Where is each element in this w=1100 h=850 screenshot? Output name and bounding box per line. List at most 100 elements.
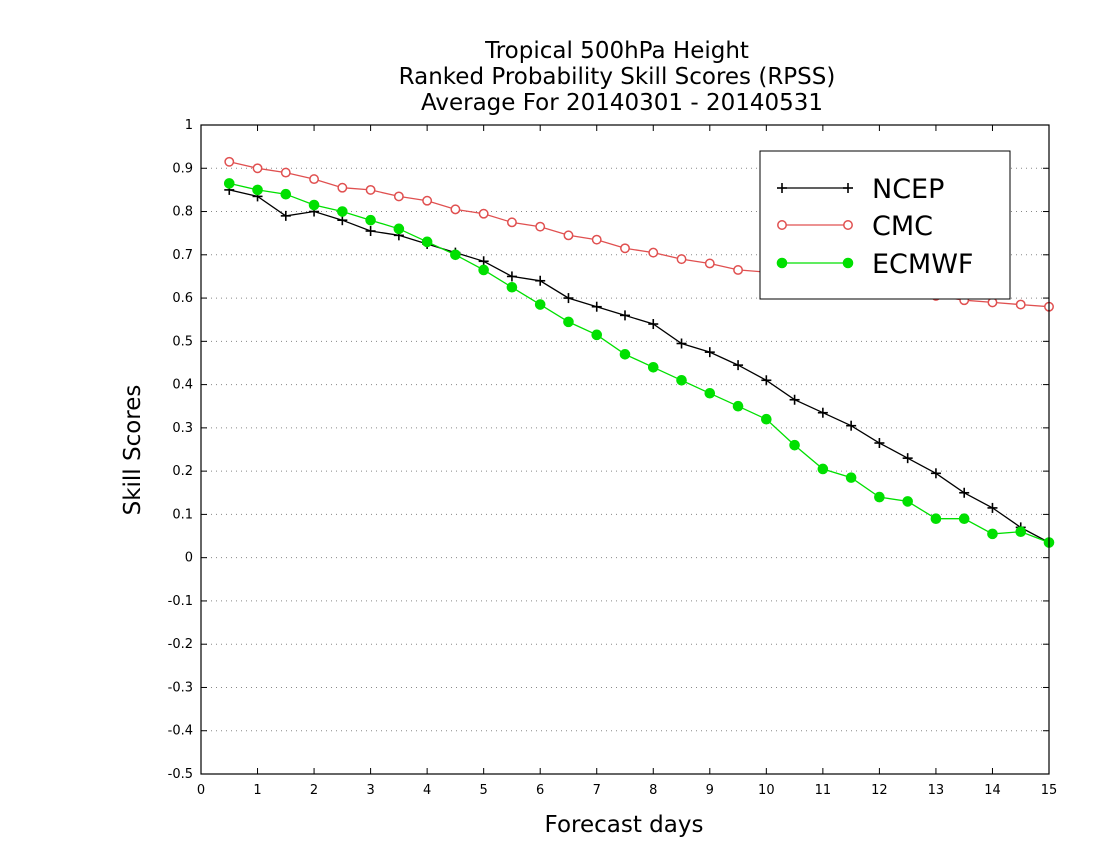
data-point-ecmwf: [676, 374, 687, 386]
data-point-cmc: [224, 156, 235, 167]
data-point-ecmwf: [817, 463, 829, 475]
data-point-ncep: [902, 453, 913, 464]
y-tick-label: 0.8: [172, 205, 193, 220]
data-point-ecmwf: [534, 299, 546, 310]
data-point-ncep: [987, 502, 998, 513]
data-point-ecmwf: [930, 513, 942, 525]
x-tick-label: 2: [310, 783, 318, 798]
x-tick-label: 11: [815, 783, 832, 798]
chart-title: Tropical 500hPa Height Ranked Probabilit…: [399, 38, 836, 116]
data-point-ncep: [676, 338, 687, 349]
data-point-ecmwf: [591, 329, 603, 341]
legend-label-ecmwf: ECMWF: [872, 249, 973, 280]
legend-marker-ecmwf: [842, 257, 854, 269]
data-point-ecmwf: [845, 472, 857, 483]
data-point-cmc: [591, 234, 602, 245]
y-tick-label: 0.5: [172, 334, 193, 349]
data-point-ecmwf: [421, 236, 433, 248]
data-point-ecmwf: [647, 361, 659, 373]
data-point-ncep: [478, 256, 489, 267]
x-tick-label: 10: [758, 783, 775, 798]
data-point-ncep: [789, 394, 800, 405]
data-point-ncep: [959, 487, 970, 498]
legend-marker-cmc: [843, 220, 853, 230]
data-point-cmc: [506, 217, 517, 228]
series-line-ncep: [229, 189, 1050, 544]
chart-title-line-2: Ranked Probability Skill Scores (RPSS): [399, 64, 836, 90]
data-point-ecmwf: [280, 188, 292, 200]
data-point-cmc: [1015, 299, 1026, 310]
data-point-ncep: [280, 210, 291, 221]
data-point-ncep: [761, 375, 772, 386]
data-point-ecmwf: [874, 491, 885, 503]
data-point-ecmwf: [1015, 526, 1027, 538]
y-tick-label: 0: [185, 551, 193, 566]
legend-label-cmc: CMC: [872, 211, 933, 242]
data-point-ncep: [874, 438, 885, 449]
y-tick-label: -0.1: [168, 594, 193, 609]
data-point-ncep: [591, 301, 602, 312]
legend-marker-ecmwf: [776, 257, 788, 269]
data-point-ncep: [648, 319, 659, 330]
data-point-cmc: [704, 258, 715, 269]
legend-marker-ncep: [777, 183, 787, 193]
y-tick-label: 0.3: [172, 421, 193, 436]
data-point-cmc: [422, 195, 433, 206]
x-tick-label: 14: [984, 783, 1001, 798]
data-point-ncep: [535, 275, 546, 286]
data-point-cmc: [450, 204, 461, 215]
data-point-cmc: [393, 191, 404, 202]
data-point-ecmwf: [506, 281, 518, 293]
data-point-ecmwf: [337, 206, 348, 217]
y-tick-label: -0.4: [168, 724, 193, 739]
data-point-cmc: [563, 230, 574, 241]
data-point-ncep: [930, 468, 941, 479]
data-point-ecmwf: [958, 513, 970, 525]
data-point-ecmwf: [987, 528, 998, 540]
data-point-cmc: [280, 167, 291, 178]
data-point-ecmwf: [365, 214, 376, 226]
data-point-ncep: [846, 420, 857, 431]
x-tick-label: 1: [253, 783, 261, 798]
x-tick-label: 8: [649, 783, 657, 798]
x-tick-label: 5: [480, 783, 488, 798]
data-point-ecmwf: [563, 316, 574, 328]
data-point-cmc: [620, 243, 630, 254]
data-point-ncep: [563, 293, 574, 304]
data-point-ncep: [506, 271, 517, 282]
data-point-ecmwf: [761, 413, 772, 425]
data-point-cmc: [365, 184, 376, 195]
data-point-ncep: [704, 347, 715, 358]
data-point-ncep: [733, 360, 744, 371]
data-point-ncep: [337, 215, 348, 226]
data-point-ecmwf: [619, 349, 631, 360]
data-point-cmc: [478, 208, 489, 219]
x-tick-label: 3: [366, 783, 374, 798]
y-tick-label: 0.9: [172, 161, 193, 176]
data-point-ecmwf: [478, 264, 489, 276]
x-tick-label: 12: [871, 783, 888, 798]
data-point-ncep: [620, 310, 630, 321]
x-tick-label: 4: [423, 783, 431, 798]
x-tick-label: 6: [536, 783, 544, 798]
y-tick-label: -0.2: [168, 637, 193, 652]
x-tick-label: 0: [197, 783, 205, 798]
data-point-cmc: [676, 254, 687, 265]
data-point-ecmwf: [393, 223, 405, 235]
x-axis-title: Forecast days: [545, 812, 704, 838]
data-point-ecmwf: [308, 199, 320, 211]
legend-label-ncep: NCEP: [872, 174, 944, 205]
legend: NCEP CMC ECMWF: [759, 150, 1011, 300]
chart-title-line-1: Tropical 500hPa Height: [484, 38, 749, 64]
y-tick-label: 0.4: [172, 378, 193, 393]
plot-area-frame: [200, 124, 1050, 775]
y-tick-label: -0.3: [168, 680, 193, 695]
data-point-cmc: [648, 247, 659, 258]
data-point-cmc: [309, 174, 320, 185]
y-tick-label: 0.2: [172, 464, 193, 479]
data-point-ecmwf: [902, 496, 913, 507]
x-tick-label: 13: [928, 783, 945, 798]
x-tick-label: 15: [1041, 783, 1058, 798]
